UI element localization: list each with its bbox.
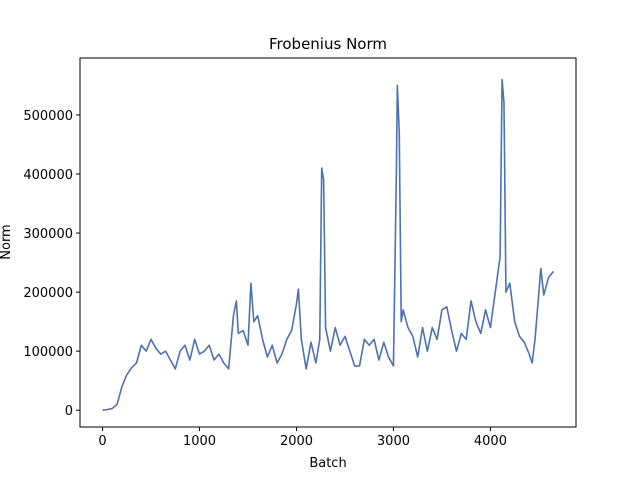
x-tick-label: 4000 xyxy=(474,434,507,449)
y-tick-label: 300000 xyxy=(23,227,73,242)
y-axis-label: Norm xyxy=(0,224,14,259)
x-tick-label: 3000 xyxy=(377,434,410,449)
x-axis-label: Batch xyxy=(309,456,346,471)
y-tick-label: 100000 xyxy=(23,345,73,360)
x-tick-label: 0 xyxy=(98,434,106,449)
x-tick-label: 2000 xyxy=(280,434,313,449)
series-line xyxy=(102,78,555,412)
x-tick-label: 1000 xyxy=(183,434,216,449)
y-tick-label: 200000 xyxy=(23,286,73,301)
y-tick-label: 400000 xyxy=(23,168,73,183)
chart-title: Frobenius Norm xyxy=(269,35,387,53)
plot-frame xyxy=(79,57,577,428)
y-tick-label: 500000 xyxy=(23,109,73,124)
y-tick-label: 0 xyxy=(65,404,73,419)
